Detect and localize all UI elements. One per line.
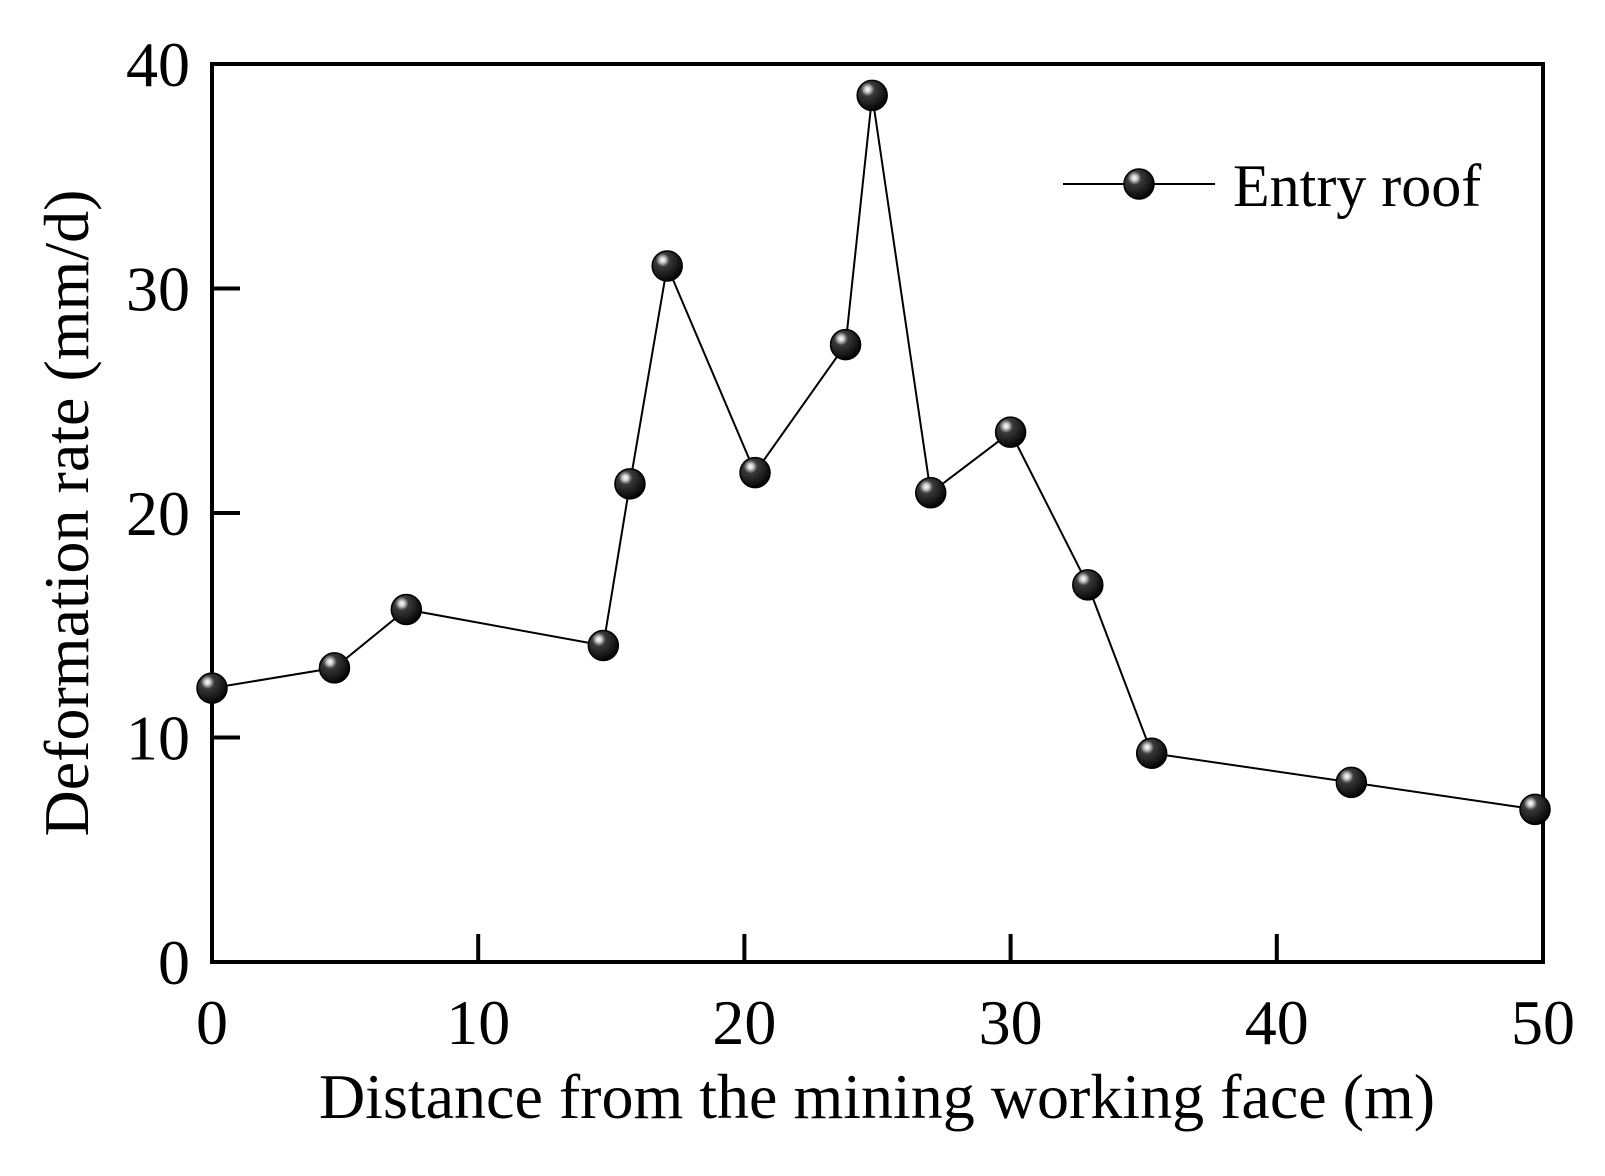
y-axis-ticks: 0 10 20 30 40 [126,29,240,998]
data-point [829,328,862,361]
x-tick-label: 10 [446,987,510,1058]
plot-area: 0 10 20 30 40 50 0 10 20 30 40 [126,29,1575,1058]
data-point [994,416,1027,448]
x-axis-ticks: 0 10 20 30 40 50 [196,934,1575,1058]
data-point [390,593,423,626]
x-tick-label: 50 [1511,987,1575,1058]
legend-marker [1123,168,1155,200]
x-tick-label: 40 [1245,987,1309,1058]
legend-label-entry-roof: Entry roof [1233,153,1481,219]
series-points [196,79,1551,826]
x-tick-label: 0 [196,987,228,1058]
data-point [196,672,228,704]
y-tick-label: 0 [158,927,190,998]
legend: Entry roof [1063,153,1481,219]
data-point [1072,569,1104,601]
y-tick-label: 20 [126,478,190,549]
y-tick-label: 10 [126,703,190,774]
x-tick-label: 30 [979,987,1043,1058]
x-tick-label: 20 [712,987,776,1058]
data-point [587,629,620,662]
data-point [739,456,771,489]
data-point [914,477,947,509]
data-point [1335,766,1368,799]
data-point [1519,793,1551,826]
y-axis-label: Deformation rate (mm/d) [31,190,102,837]
x-axis-label: Distance from the mining working face (m… [319,1061,1435,1132]
data-point [614,468,646,500]
data-point [856,79,888,112]
data-point [651,250,683,282]
data-point [1135,737,1168,769]
y-tick-label: 40 [126,29,190,100]
data-point [318,652,351,684]
y-tick-label: 30 [126,254,190,325]
